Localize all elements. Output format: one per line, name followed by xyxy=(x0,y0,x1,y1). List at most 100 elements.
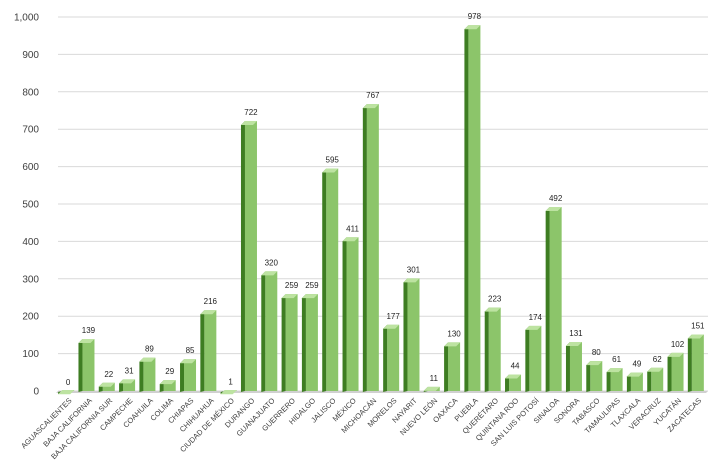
bar-top xyxy=(505,374,522,379)
bar-front xyxy=(82,339,95,391)
bar-front xyxy=(163,380,176,391)
data-label: 151 xyxy=(691,322,705,331)
bar-top xyxy=(322,168,339,173)
data-labels: 0 139 22 31 89 29 85 216 1 722 320 259 259 595 411 767 1… xyxy=(66,12,705,387)
bar-front xyxy=(488,307,501,391)
bar-front xyxy=(184,359,197,391)
bar xyxy=(261,271,278,392)
bar-front xyxy=(509,374,522,391)
bar xyxy=(667,352,684,392)
bar-top xyxy=(525,325,542,330)
bar-top xyxy=(687,334,704,339)
bar xyxy=(180,359,197,392)
bar xyxy=(525,325,542,392)
bar-top xyxy=(220,390,237,395)
bar-front xyxy=(123,379,136,391)
bar xyxy=(139,357,156,392)
bar-front xyxy=(102,382,115,391)
bar-side xyxy=(647,367,652,392)
bar xyxy=(240,120,257,393)
bar-side xyxy=(525,325,530,392)
bar-top xyxy=(464,25,481,30)
bar xyxy=(444,342,461,392)
data-label: 102 xyxy=(671,340,685,349)
bar-side xyxy=(565,342,570,392)
bar-side xyxy=(444,342,449,392)
bar-side xyxy=(342,237,347,392)
data-label: 223 xyxy=(488,295,502,304)
data-label: 595 xyxy=(326,155,340,164)
bar-top xyxy=(383,324,400,329)
y-tick-label: 300 xyxy=(22,274,39,285)
bar-front xyxy=(366,104,379,391)
data-label: 301 xyxy=(407,265,421,274)
bar xyxy=(606,368,623,392)
bar-front xyxy=(549,206,562,391)
bar-top xyxy=(586,361,603,366)
gridlines xyxy=(56,16,708,393)
y-tick-label: 900 xyxy=(22,50,39,61)
bar-side xyxy=(180,359,185,392)
bar xyxy=(464,25,481,393)
data-label: 62 xyxy=(653,355,662,364)
bar-front xyxy=(326,168,339,391)
bar-front xyxy=(305,294,318,391)
y-axis: 0 100 200 300 400 500 600 700 800 900 1,000 xyxy=(14,13,39,398)
bar-top xyxy=(139,357,156,362)
bar-side xyxy=(403,278,408,392)
data-label: 131 xyxy=(569,329,583,338)
bar-front xyxy=(387,324,400,391)
data-label: 31 xyxy=(125,366,134,375)
bar-side xyxy=(322,168,327,392)
bar xyxy=(58,390,75,395)
bar-top xyxy=(667,352,684,357)
bar-side xyxy=(545,206,550,392)
bar-top xyxy=(545,206,562,211)
bar-top xyxy=(78,339,95,344)
bar-top xyxy=(403,278,420,283)
data-label: 492 xyxy=(549,194,563,203)
bar-side xyxy=(667,352,672,392)
bar-top xyxy=(423,386,440,391)
bar-top xyxy=(261,271,278,276)
data-label: 174 xyxy=(529,313,543,322)
data-label: 22 xyxy=(104,370,113,379)
data-label: 44 xyxy=(511,362,520,371)
bar-front xyxy=(244,120,257,392)
bar-top xyxy=(626,372,643,377)
data-label: 80 xyxy=(592,348,601,357)
bar-top xyxy=(119,379,136,384)
bar-side xyxy=(362,104,367,392)
bar-front xyxy=(529,325,542,391)
bar-top xyxy=(342,237,359,242)
bar-side xyxy=(240,120,245,393)
bar xyxy=(200,310,217,392)
data-label: 89 xyxy=(145,345,154,354)
bar-top xyxy=(58,390,75,395)
bar xyxy=(545,206,562,392)
y-tick-label: 700 xyxy=(22,125,39,136)
data-label: 320 xyxy=(265,258,279,267)
bar-side xyxy=(281,294,286,392)
y-tick-label: 200 xyxy=(22,312,39,323)
bar-top xyxy=(281,294,298,299)
bar-top xyxy=(647,367,664,372)
bar-side xyxy=(78,339,83,392)
bar-front xyxy=(569,342,582,391)
bar-top xyxy=(301,294,318,299)
bar-front xyxy=(590,361,603,391)
bar-side xyxy=(261,271,266,392)
bar-front xyxy=(671,352,684,391)
bar-front xyxy=(204,310,217,391)
bar-top xyxy=(362,104,379,109)
bar-side xyxy=(464,25,469,393)
bar-top xyxy=(484,307,501,312)
bar-front xyxy=(448,342,461,391)
bars xyxy=(58,25,704,395)
data-label: 259 xyxy=(285,281,299,290)
bar xyxy=(626,372,643,392)
bar xyxy=(342,237,359,392)
data-label: 767 xyxy=(366,91,380,100)
y-tick-label: 0 xyxy=(33,387,39,398)
